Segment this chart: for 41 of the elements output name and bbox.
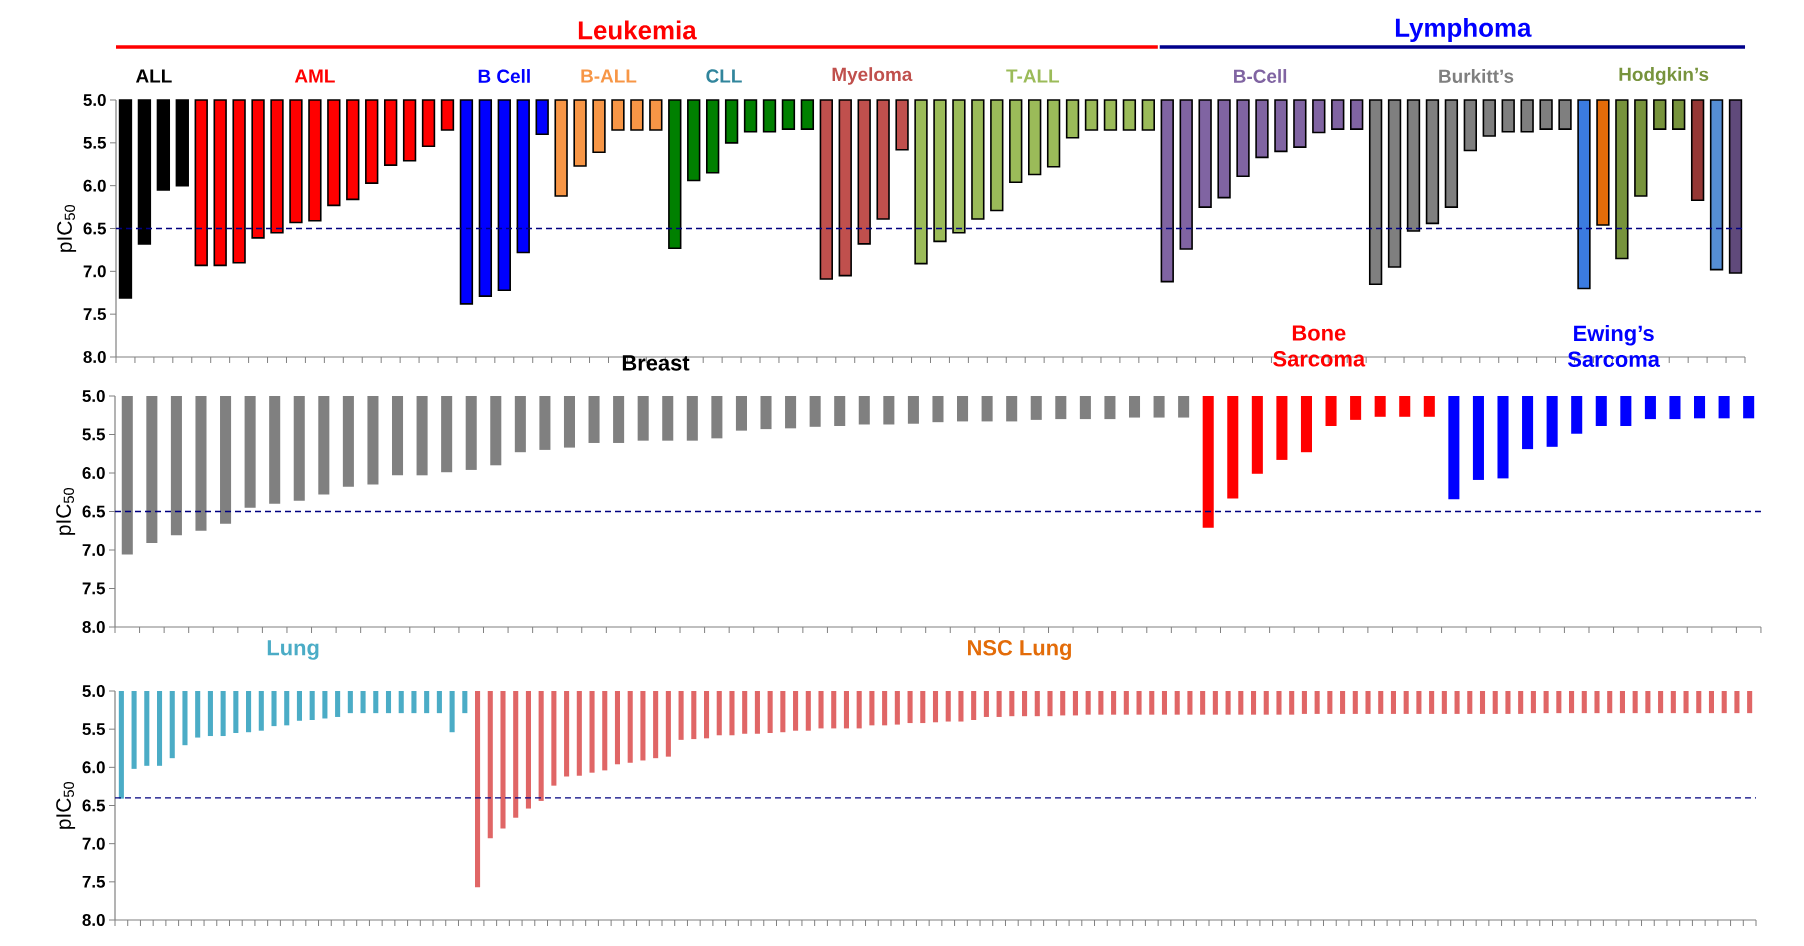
y-tick-label: 6.0 [82,761,105,774]
y-tick-label: 7.0 [83,265,106,278]
y-tick-label: 8.0 [83,351,106,363]
text: B-ALL [581,69,637,83]
y-tick-label: 5.5 [82,723,106,736]
text: CLL [706,69,742,83]
y-tick-label: 5.0 [83,93,106,106]
y-tick-label: 7.5 [83,308,107,321]
y-tick-label: 7.5 [82,582,106,595]
y-tick-label: 6.5 [82,799,106,812]
text: T-ALL [1006,69,1060,83]
annotation: Bone Sarcoma [1273,325,1366,367]
annotation: Ewing’s Sarcoma [1567,324,1661,367]
y-tick-label: 6.5 [83,222,107,235]
y-tick-label: 8.0 [82,621,105,633]
text: B-Cell [1234,69,1287,83]
y-tick-label: 5.5 [83,136,107,149]
text: Lung [267,640,319,660]
y-tick-label: 7.0 [82,837,105,850]
y-axis-title: pIC$_{50}$ [57,204,77,252]
text: NSC Lung [968,640,1071,660]
y-tick-label: 7.5 [82,875,106,888]
y-tick-label: 6.5 [82,505,106,518]
y-tick-label: 5.0 [82,685,105,697]
text: Leukemia [578,20,697,40]
annotation: Breast [622,355,690,371]
y-tick-label: 6.0 [82,467,105,479]
y-tick-label: 5.0 [82,390,105,402]
text: Hodgkin’s [1619,67,1709,85]
y-tick-label: 5.5 [82,428,106,441]
text: Lymphoma [1395,17,1532,43]
text: ALL [135,69,172,83]
y-tick-label: 7.0 [82,544,105,556]
y-tick-label: 8.0 [82,914,105,926]
text: AML [294,69,335,83]
text: Myeloma [832,67,913,85]
y-axis-title: pIC$_{50}$ [56,487,76,535]
y-tick-label: 6.0 [83,179,106,192]
text: Burkitt’s [1439,69,1514,83]
text: B Cell [478,69,530,83]
y-axis-title: pIC$_{50}$ [56,781,76,829]
